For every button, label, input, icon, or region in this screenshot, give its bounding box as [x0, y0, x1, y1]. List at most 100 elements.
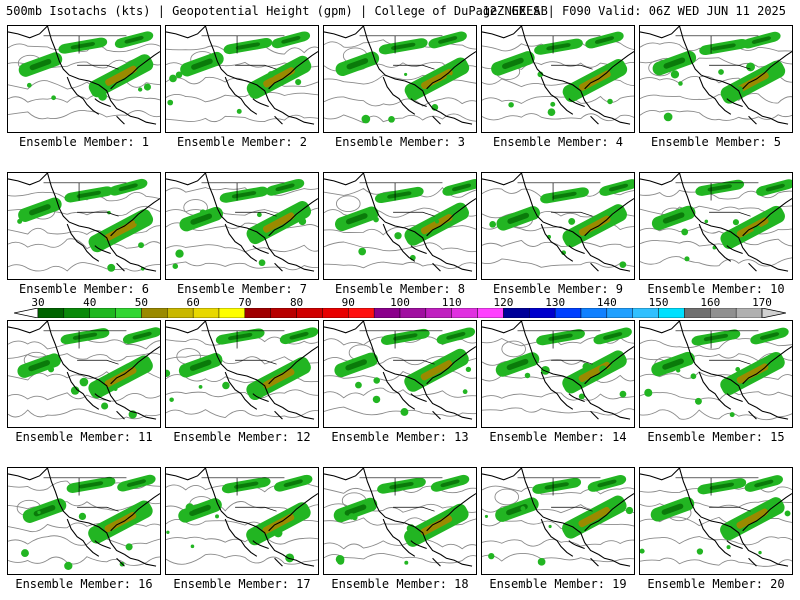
- coastline: [94, 98, 111, 107]
- height-contour: [324, 74, 476, 85]
- isotach-blob: [400, 408, 409, 416]
- isotach-core: [189, 504, 211, 517]
- isotach-core: [228, 332, 253, 341]
- isotach-blob: [79, 377, 89, 387]
- isotach-core: [189, 359, 212, 371]
- isotach-blob: [784, 510, 791, 517]
- isotach-blob: [484, 514, 489, 518]
- coastline: [426, 346, 476, 385]
- isotach-core: [446, 331, 466, 340]
- isotach-core: [452, 183, 472, 192]
- coastline: [362, 321, 441, 408]
- height-contour: [482, 407, 634, 416]
- coastline: [426, 493, 476, 532]
- height-contour: [324, 552, 476, 564]
- isotach-core: [765, 183, 785, 192]
- isotach-core: [262, 368, 295, 389]
- isotach-core: [421, 68, 453, 90]
- coastline: [584, 51, 634, 90]
- coastline: [66, 223, 100, 262]
- coastline: [110, 493, 160, 532]
- coastline: [748, 262, 757, 272]
- isotach-core: [608, 183, 629, 192]
- height-contour: [166, 409, 318, 419]
- political-border: [77, 506, 119, 512]
- isotach-blob: [101, 402, 109, 410]
- closed-low-contour: [335, 195, 361, 213]
- height-contour: [8, 225, 160, 235]
- ensemble-member-label: Ensemble Member: 11: [15, 430, 153, 444]
- coastline: [598, 258, 631, 272]
- height-contour: [640, 93, 792, 104]
- ensemble-member-label: Ensemble Member: 3: [334, 135, 466, 149]
- coastline: [678, 468, 757, 555]
- ensemble-member-map: [323, 467, 477, 575]
- isotach-blob: [267, 71, 275, 78]
- coastline: [748, 115, 757, 125]
- height-contour: [482, 239, 634, 248]
- height-contour: [8, 191, 160, 202]
- coastline: [382, 76, 416, 115]
- coastline: [742, 346, 792, 385]
- isotach-blob: [640, 548, 645, 554]
- coastline: [124, 406, 157, 420]
- coastline: [726, 393, 743, 402]
- ensemble-member-map: [323, 320, 477, 428]
- isotach-blob: [215, 514, 220, 519]
- coastline: [742, 51, 792, 90]
- isotach-blob: [736, 86, 744, 94]
- isotach-core: [78, 481, 104, 489]
- coastline: [362, 173, 441, 260]
- coastline: [94, 393, 111, 402]
- coastline: [520, 173, 599, 260]
- isotach-core: [104, 220, 137, 241]
- coastline: [382, 371, 416, 410]
- coastline: [698, 518, 732, 557]
- coastline: [598, 111, 631, 125]
- colorbar-tick-label: 60: [186, 296, 200, 309]
- isotach-blob: [508, 102, 514, 108]
- isotach-blob: [107, 263, 116, 272]
- coastline: [204, 321, 283, 408]
- coastline: [584, 346, 634, 385]
- coastline: [110, 346, 160, 385]
- coastline: [204, 26, 283, 113]
- isotach-blob: [373, 377, 380, 384]
- ensemble-member-map: [7, 467, 161, 575]
- colorbar-swatch: [373, 308, 401, 318]
- coastline: [66, 371, 100, 410]
- isotach-blob: [138, 242, 145, 249]
- ensemble-member-label: Ensemble Member: 10: [647, 282, 785, 296]
- isotach-core: [754, 479, 774, 488]
- coastline: [540, 371, 574, 410]
- height-contour: [324, 96, 476, 107]
- isotach-blob: [561, 250, 566, 256]
- colorbar-tick-label: 90: [341, 296, 355, 309]
- ensemble-member-label: Ensemble Member: 5: [650, 135, 782, 149]
- isotach-core: [231, 191, 257, 199]
- coastline: [282, 258, 315, 272]
- isotach-core: [507, 212, 530, 224]
- isotach-blob: [169, 74, 177, 83]
- coastline: [274, 262, 283, 272]
- coastline: [756, 406, 789, 420]
- ensemble-member-map: [165, 467, 319, 575]
- isotach-core: [420, 515, 453, 536]
- ensemble-member-label: Ensemble Member: 20: [647, 577, 785, 591]
- ensemble-member-map: [639, 25, 793, 133]
- coastline: [756, 258, 789, 272]
- coastline: [698, 76, 732, 115]
- height-contour: [640, 256, 792, 267]
- closed-low-contour: [494, 488, 520, 506]
- political-border: [551, 506, 593, 512]
- isotach-blob: [98, 91, 107, 101]
- ensemble-member-label: Ensemble Member: 12: [173, 430, 311, 444]
- height-contour: [166, 374, 318, 384]
- height-contour: [324, 241, 476, 253]
- isotach-core: [759, 332, 780, 340]
- isotach-blob: [78, 512, 87, 521]
- colorbar-tick-label: 140: [596, 296, 617, 309]
- isotach-core: [263, 67, 295, 88]
- ensemble-member-map: [481, 172, 635, 280]
- isotach-core: [711, 43, 736, 51]
